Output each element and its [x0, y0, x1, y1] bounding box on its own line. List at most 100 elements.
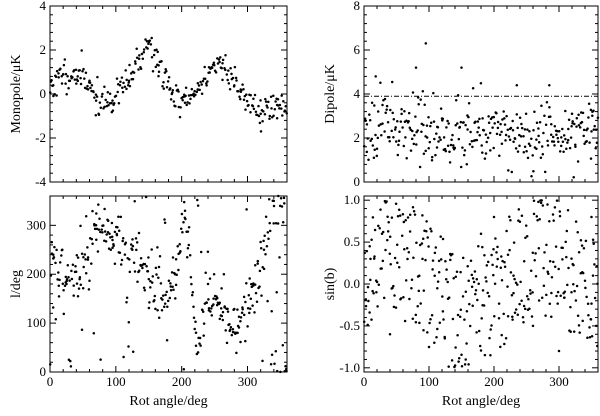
data-point	[88, 79, 91, 83]
data-point	[370, 238, 373, 242]
data-point	[189, 97, 192, 101]
data-point	[383, 130, 386, 133]
data-point	[181, 230, 184, 234]
data-point	[262, 267, 266, 271]
data-point	[569, 330, 572, 334]
data-point	[169, 87, 172, 90]
data-point	[488, 131, 492, 135]
data-point	[484, 276, 487, 279]
data-point	[408, 126, 412, 130]
data-point	[404, 219, 407, 222]
data-point	[264, 215, 268, 218]
data-point	[394, 306, 398, 309]
data-point	[436, 125, 440, 129]
data-point	[119, 215, 123, 219]
data-point	[52, 256, 56, 259]
data-point	[169, 285, 172, 288]
data-point	[143, 262, 147, 266]
data-point	[213, 64, 216, 67]
y-axis-label: sin(b)	[323, 267, 338, 300]
data-point	[170, 271, 174, 274]
data-point	[411, 206, 415, 209]
data-point	[535, 215, 539, 218]
data-point	[550, 122, 553, 126]
data-point	[548, 219, 551, 223]
data-point	[481, 245, 484, 249]
data-point	[172, 288, 175, 292]
data-point	[506, 128, 510, 132]
data-point	[474, 288, 478, 292]
data-point	[368, 244, 371, 248]
data-point	[166, 80, 170, 83]
data-point	[535, 147, 538, 150]
data-point	[522, 304, 526, 308]
data-point	[435, 335, 438, 339]
data-point	[127, 79, 131, 83]
data-point	[65, 92, 68, 96]
data-point	[268, 221, 271, 225]
data-point	[540, 199, 543, 202]
data-point	[374, 133, 377, 137]
data-point	[120, 258, 124, 262]
data-point	[586, 336, 589, 339]
data-point	[530, 175, 533, 178]
data-point	[541, 152, 545, 156]
data-point	[412, 142, 416, 146]
data-point	[280, 107, 283, 110]
data-point	[238, 95, 241, 99]
data-point	[137, 57, 141, 60]
data-point	[165, 86, 169, 89]
data-point	[470, 285, 474, 288]
data-point	[258, 121, 262, 125]
data-point	[548, 106, 551, 109]
data-point	[468, 142, 472, 146]
data-point	[593, 263, 596, 266]
data-point	[460, 66, 463, 69]
data-point	[415, 143, 418, 146]
data-point	[364, 304, 368, 308]
data-point	[467, 279, 470, 283]
data-point	[193, 89, 196, 93]
data-point	[86, 84, 89, 88]
data-point	[245, 99, 249, 103]
data-point	[476, 120, 480, 123]
data-point	[161, 294, 165, 297]
data-point	[98, 101, 102, 104]
data-point	[364, 298, 368, 301]
data-point	[111, 109, 115, 112]
data-point	[212, 297, 215, 300]
data-point	[447, 365, 450, 368]
data-point	[62, 63, 66, 67]
data-point	[460, 353, 463, 357]
data-point	[156, 246, 159, 249]
data-point	[174, 84, 178, 87]
data-point	[586, 302, 590, 305]
data-point	[69, 359, 72, 363]
data-point	[478, 117, 481, 121]
data-point	[430, 313, 434, 317]
data-point	[551, 135, 555, 139]
data-point	[262, 239, 265, 243]
data-point	[495, 265, 499, 268]
data-point	[113, 262, 117, 265]
data-point	[149, 280, 152, 283]
data-point	[250, 282, 253, 286]
data-point	[461, 256, 465, 260]
data-point	[79, 82, 83, 86]
data-point	[272, 199, 276, 203]
data-point	[565, 255, 568, 259]
data-point	[114, 94, 118, 98]
data-point	[163, 302, 167, 305]
data-point	[253, 283, 257, 286]
data-point	[388, 333, 392, 336]
data-point	[233, 84, 236, 87]
data-point	[552, 219, 555, 222]
data-point	[101, 231, 104, 234]
data-point	[154, 266, 158, 270]
data-point	[453, 364, 457, 367]
data-point	[55, 248, 58, 252]
data-point	[510, 293, 514, 297]
data-point	[183, 209, 187, 212]
data-point	[475, 277, 479, 281]
data-point	[206, 250, 210, 254]
